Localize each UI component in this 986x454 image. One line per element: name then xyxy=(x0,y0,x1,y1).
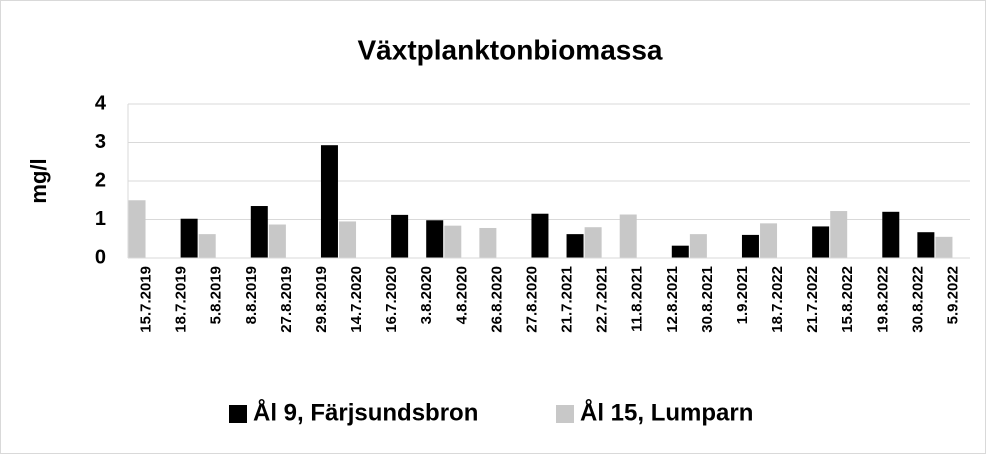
x-tick-label: 19.8.2022 xyxy=(874,266,891,333)
x-tick-label: 14.7.2020 xyxy=(348,266,365,333)
bar xyxy=(339,221,357,258)
x-tick-label: 21.7.2022 xyxy=(804,266,821,333)
x-tick-label: 22.7.2021 xyxy=(594,266,611,333)
x-tick-label: 5.8.2019 xyxy=(208,266,225,324)
x-tick-label: 30.8.2022 xyxy=(909,266,926,333)
bar xyxy=(671,245,689,258)
bar xyxy=(566,234,584,258)
bar xyxy=(830,211,848,258)
x-tick-label: 15.8.2022 xyxy=(839,266,856,333)
y-tick-label: 4 xyxy=(95,92,107,114)
x-tick-label: 15.7.2019 xyxy=(138,266,155,333)
y-tick-label: 1 xyxy=(95,208,106,230)
bar xyxy=(935,236,953,258)
bar xyxy=(917,232,935,258)
bar xyxy=(444,225,462,258)
bar xyxy=(198,234,216,258)
y-tick-label: 2 xyxy=(95,169,106,191)
x-tick-label: 1.9.2021 xyxy=(734,266,751,324)
bar xyxy=(180,218,198,258)
bar xyxy=(584,227,602,258)
x-tick-label: 29.8.2019 xyxy=(313,266,330,333)
y-tick-label: 3 xyxy=(95,131,106,153)
bar xyxy=(531,213,549,258)
x-tick-label: 3.8.2020 xyxy=(418,266,435,324)
x-tick-label: 4.8.2020 xyxy=(453,266,470,324)
y-axis-label: mg/l xyxy=(26,158,51,203)
legend-label: Ål 15, Lumparn xyxy=(580,398,753,426)
bar xyxy=(882,211,900,258)
x-tick-label: 26.8.2020 xyxy=(488,266,505,333)
x-tick-label: 18.7.2019 xyxy=(173,266,190,333)
bar xyxy=(268,224,286,258)
bar xyxy=(128,200,146,258)
x-tick-label: 12.8.2021 xyxy=(664,266,681,333)
bar xyxy=(426,220,444,258)
x-tick-label: 27.8.2019 xyxy=(278,266,295,333)
bar xyxy=(619,214,637,258)
bar xyxy=(741,234,759,258)
x-tick-label: 16.7.2020 xyxy=(383,266,400,333)
legend-label: Ål 9, Färjsundsbron xyxy=(253,398,478,426)
x-tick-label: 5.9.2022 xyxy=(944,266,961,324)
y-tick-label: 0 xyxy=(95,246,106,268)
bar xyxy=(689,234,707,258)
legend-swatch xyxy=(229,405,247,423)
bar xyxy=(391,214,409,258)
x-tick-label: 27.8.2020 xyxy=(523,266,540,333)
x-tick-label: 11.8.2021 xyxy=(629,266,646,332)
bar xyxy=(812,226,830,258)
bar xyxy=(320,145,338,258)
x-tick-label: 21.7.2021 xyxy=(559,266,576,333)
bar xyxy=(760,223,778,258)
chart-title: Växtplanktonbiomassa xyxy=(358,34,663,65)
bar xyxy=(479,227,497,258)
x-tick-label: 8.8.2019 xyxy=(243,266,260,324)
x-tick-label: 30.8.2021 xyxy=(699,266,716,333)
legend-swatch xyxy=(556,405,574,423)
bar xyxy=(250,206,268,258)
x-tick-label: 18.7.2022 xyxy=(769,266,786,333)
